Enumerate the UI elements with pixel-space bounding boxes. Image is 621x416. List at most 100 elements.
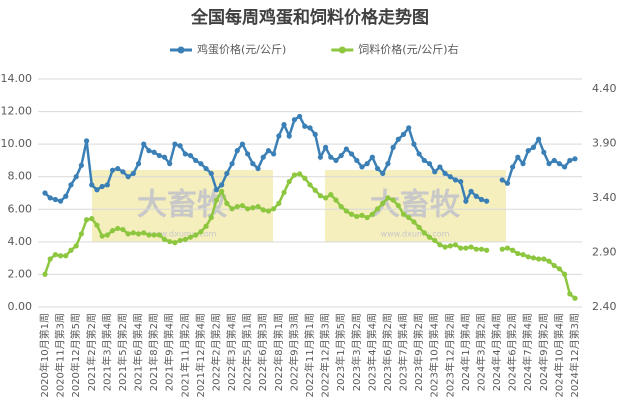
x-tick-label: 2022年9月第3周	[287, 313, 300, 391]
data-point	[348, 151, 355, 157]
data-point	[515, 154, 521, 160]
data-point	[99, 233, 105, 239]
data-point	[271, 151, 277, 157]
legend-marker	[338, 46, 346, 54]
data-point	[317, 154, 323, 160]
data-point	[47, 195, 53, 201]
data-point	[208, 214, 214, 221]
data-point	[442, 244, 448, 250]
data-point	[390, 197, 396, 203]
data-point	[198, 229, 204, 235]
legend-label: 鸡蛋价格(元/公斤)	[197, 42, 286, 56]
x-tick-label: 2024年7月第4周	[521, 313, 534, 391]
data-point	[525, 254, 531, 260]
data-point	[510, 164, 516, 170]
data-point	[416, 151, 422, 157]
data-point	[328, 192, 334, 198]
data-point	[437, 242, 443, 248]
data-point	[520, 161, 526, 167]
data-point	[322, 144, 329, 150]
data-point	[73, 243, 79, 249]
data-point	[406, 125, 412, 131]
data-point	[57, 253, 64, 259]
data-point	[530, 255, 537, 261]
x-tick-label: 2021年2月第2周	[85, 313, 98, 391]
data-point	[260, 207, 266, 213]
x-tick-label: 2022年5月第1周	[241, 313, 254, 391]
data-point	[141, 141, 147, 147]
data-point	[426, 161, 433, 167]
x-tick-label: 2022年3月第4周	[225, 313, 238, 391]
x-tick-label: 2020年12月第5周	[69, 313, 82, 398]
data-point	[130, 230, 136, 236]
data-point	[89, 216, 95, 222]
data-point	[484, 198, 490, 204]
y2-tick-label: 4.40	[592, 82, 617, 95]
data-point	[161, 236, 168, 242]
data-point	[478, 246, 485, 252]
data-point	[390, 144, 396, 150]
x-tick-label: 2021年11月第2周	[178, 313, 191, 398]
data-point	[452, 242, 459, 248]
data-point	[364, 161, 370, 167]
data-point	[421, 230, 427, 236]
data-point	[172, 141, 178, 147]
data-point	[348, 211, 355, 217]
data-point	[374, 165, 381, 172]
data-point	[182, 151, 188, 157]
data-point	[213, 197, 220, 203]
data-point	[406, 214, 412, 221]
y2-tick-label: 3.40	[592, 191, 617, 204]
x-tick-label: 2024年9月第2周	[537, 313, 550, 391]
data-point	[156, 232, 162, 238]
data-point	[291, 172, 298, 178]
data-point	[104, 182, 110, 188]
data-point	[374, 206, 381, 212]
data-point	[281, 189, 287, 196]
data-point	[463, 198, 469, 204]
data-point	[364, 214, 370, 221]
y2-tick-label: 2.90	[592, 245, 617, 258]
data-point	[47, 256, 53, 262]
data-point	[193, 157, 199, 164]
data-point	[151, 149, 157, 155]
data-point	[354, 213, 360, 220]
x-tick-label: 2024年10月第4周	[552, 313, 565, 398]
data-point	[400, 131, 407, 137]
data-point	[369, 154, 375, 160]
data-point	[484, 247, 490, 253]
data-point	[562, 164, 568, 170]
data-point	[219, 182, 225, 188]
y-tick-label: 2.00	[8, 267, 33, 280]
data-point	[99, 183, 105, 190]
data-point	[567, 157, 573, 164]
data-point	[234, 204, 240, 210]
y-tick-label: 12.00	[1, 105, 33, 118]
data-point	[442, 170, 448, 177]
watermark-box	[325, 170, 506, 242]
data-point	[525, 148, 531, 154]
data-point	[115, 165, 121, 172]
x-tick-label: 2023年12月第2周	[443, 313, 456, 398]
data-point	[426, 234, 433, 240]
x-tick-label: 2022年12月第3周	[319, 313, 332, 398]
data-point	[187, 234, 194, 240]
data-point	[63, 253, 69, 259]
data-point	[224, 170, 230, 177]
data-point	[307, 125, 313, 131]
data-point	[94, 222, 100, 228]
x-tick-label: 2021年6月第4周	[132, 313, 145, 391]
data-point	[130, 170, 136, 177]
data-point	[297, 171, 303, 177]
data-point	[265, 148, 272, 154]
data-point	[343, 208, 349, 214]
x-tick-label: 2020年11月第3周	[54, 313, 67, 398]
data-point	[541, 256, 547, 262]
data-point	[109, 228, 116, 234]
legend-label: 饲料价格(元/公斤)右	[358, 42, 458, 56]
y-tick-label: 6.00	[8, 202, 33, 215]
data-point	[120, 226, 126, 233]
data-point	[146, 148, 152, 154]
x-tick-label: 2023年1月第5周	[334, 313, 347, 391]
watermark-url: www.dxumu.com	[148, 230, 217, 239]
